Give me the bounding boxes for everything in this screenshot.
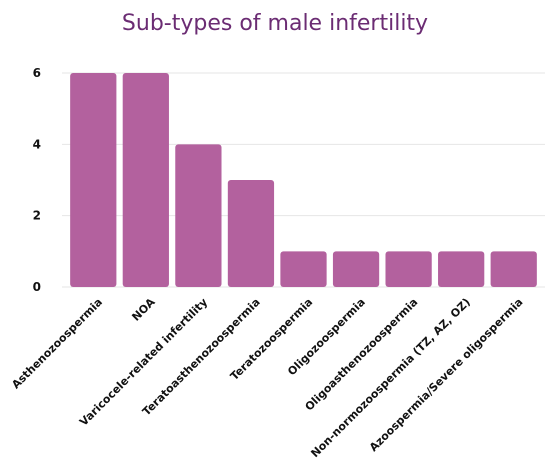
y-tick-label: 4 [33, 137, 41, 151]
y-axis-ticks: 0 2 4 6 [33, 66, 41, 294]
bar [227, 180, 275, 287]
y-tick-label: 6 [33, 66, 41, 80]
y-tick-label: 0 [33, 280, 41, 294]
chart-title: Sub-types of male infertility [122, 11, 428, 36]
bar [332, 251, 380, 287]
bar [438, 251, 485, 287]
y-tick-label: 2 [33, 209, 41, 223]
bar [280, 251, 327, 287]
bar [70, 73, 117, 287]
bar [122, 73, 169, 287]
x-tick-label: Oligoasthenozoospermia [303, 296, 421, 414]
bar [175, 144, 222, 287]
bar [385, 251, 432, 287]
bars [70, 73, 537, 287]
x-tick-label: NOA [129, 295, 157, 323]
x-tick-label: Asthenozoospermia [9, 296, 105, 392]
bar [490, 251, 537, 287]
